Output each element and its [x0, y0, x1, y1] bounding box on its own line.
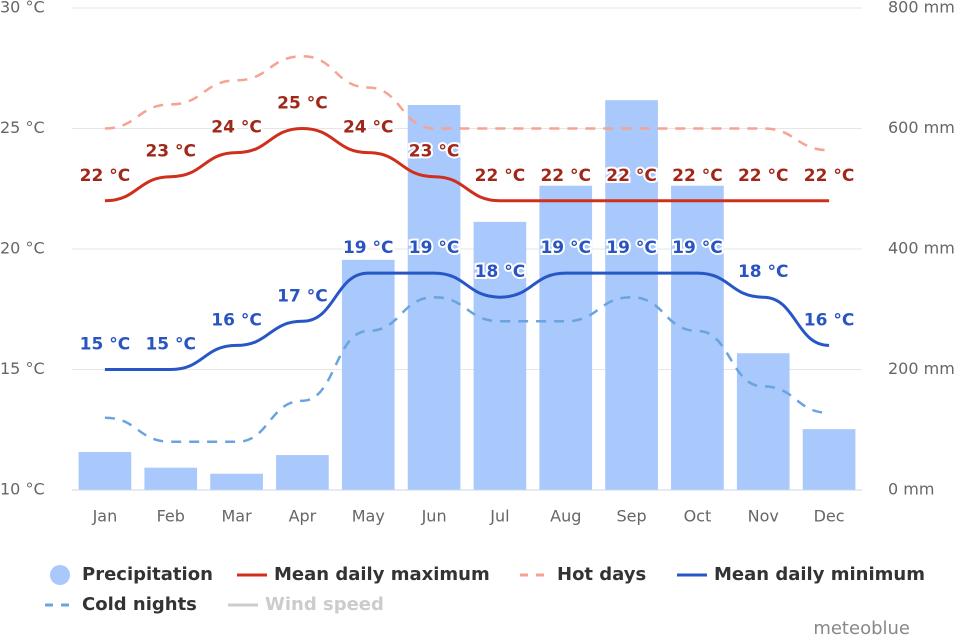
x-tick-label: Jan	[92, 507, 118, 526]
bar	[210, 473, 263, 490]
bar	[473, 221, 527, 490]
data-label: 15 °C	[80, 335, 131, 355]
y-tick-label: 10 °C	[0, 480, 45, 499]
bar	[539, 185, 593, 491]
y-tick-label: 20 °C	[0, 239, 45, 258]
data-label: 19 °C	[343, 238, 394, 258]
data-label: 22 °C	[475, 166, 526, 186]
line	[104, 54, 830, 152]
data-label: 24 °C	[343, 118, 394, 138]
x-tick-label: Sep	[617, 507, 647, 526]
x-tick-label: Feb	[157, 507, 185, 526]
y2-tick-label: 400 mm	[888, 239, 955, 258]
x-tick-label: Nov	[748, 507, 779, 526]
x-tick-label: Dec	[814, 507, 845, 526]
bar	[671, 185, 724, 491]
x-tick-label: Aug	[550, 507, 581, 526]
y-tick-label: 30 °C	[0, 0, 45, 17]
y-tick-label: 25 °C	[0, 118, 45, 137]
line	[104, 271, 830, 372]
y2-tick-label: 800 mm	[888, 0, 955, 17]
data-label: 22 °C	[540, 166, 591, 186]
data-label: 19 °C	[606, 238, 657, 258]
y2-tick-label: 600 mm	[888, 118, 955, 137]
bar	[276, 455, 329, 490]
bar	[736, 353, 790, 490]
legend-label: Mean daily minimum	[714, 564, 925, 585]
bar	[78, 452, 132, 490]
legend-symbol	[50, 565, 70, 585]
x-tick-label: Mar	[221, 507, 252, 526]
y-tick-label: 15 °C	[0, 359, 45, 378]
x-tick-label: Jun	[421, 507, 447, 526]
data-label: 25 °C	[277, 94, 328, 114]
data-label: 19 °C	[672, 238, 723, 258]
x-tick-label: Jul	[489, 507, 509, 526]
legend-label: Precipitation	[82, 564, 213, 585]
credit: meteoblue	[813, 618, 910, 638]
y2-tick-label: 0 mm	[888, 480, 934, 499]
legend-label: Wind speed	[265, 594, 384, 615]
data-label: 22 °C	[606, 166, 657, 186]
data-label: 19 °C	[409, 238, 460, 258]
bar	[802, 429, 856, 490]
line	[104, 126, 830, 203]
data-label: 23 °C	[409, 142, 460, 162]
data-label: 15 °C	[145, 335, 196, 355]
x-tick-label: Oct	[684, 507, 712, 526]
y2-tick-label: 200 mm	[888, 359, 955, 378]
x-tick-label: Apr	[289, 507, 317, 526]
labels: 22 °C 23 °C 24 °C 25 °C 24 °C 23 °C 22 °C 22 °C…	[78, 92, 857, 357]
lines	[104, 54, 830, 444]
legend-label: Hot days	[557, 564, 646, 585]
x-tick-label: May	[352, 507, 385, 526]
bar	[407, 105, 461, 490]
bar	[144, 467, 198, 490]
data-label: 23 °C	[145, 142, 196, 162]
data-label: 17 °C	[277, 286, 328, 306]
data-label: 22 °C	[672, 166, 723, 186]
bar	[605, 100, 658, 491]
data-label: 16 °C	[211, 310, 262, 330]
data-label: 22 °C	[804, 166, 855, 186]
data-label: 19 °C	[540, 238, 591, 258]
data-label: 22 °C	[738, 166, 789, 186]
legend-label: Mean daily maximum	[274, 564, 490, 585]
bars	[78, 100, 856, 491]
data-label: 16 °C	[804, 310, 855, 330]
data-label: 18 °C	[475, 262, 526, 282]
data-label: 22 °C	[80, 166, 131, 186]
legend-label: Cold nights	[82, 594, 197, 615]
bar	[341, 259, 395, 490]
data-label: 24 °C	[211, 118, 262, 138]
data-label: 18 °C	[738, 262, 789, 282]
